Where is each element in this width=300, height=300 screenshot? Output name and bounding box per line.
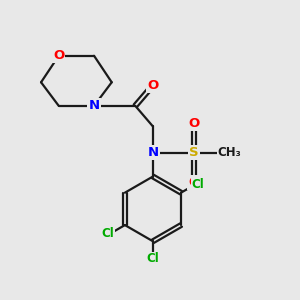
Text: N: N [88,99,100,112]
Text: S: S [189,146,199,159]
Text: Cl: Cl [147,252,159,266]
Text: Cl: Cl [102,227,114,240]
Text: O: O [188,117,200,130]
Text: O: O [53,49,64,62]
Text: CH₃: CH₃ [218,146,242,159]
Text: O: O [188,176,200,189]
Text: N: N [147,146,158,159]
Text: O: O [147,79,159,92]
Text: Cl: Cl [192,178,204,191]
